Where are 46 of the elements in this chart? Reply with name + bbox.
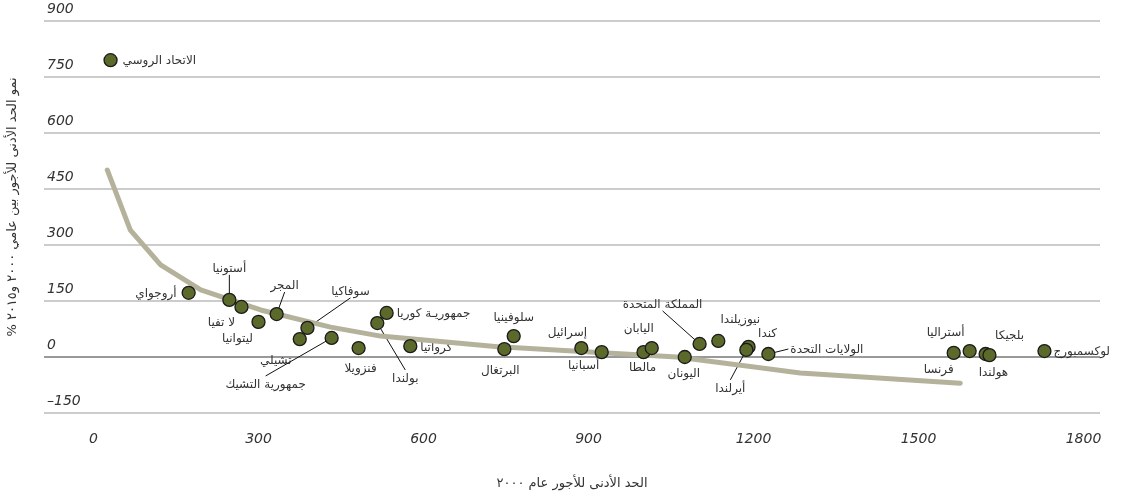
x-axis-title: الحد الأدنى للأجور عام ٢٠٠٠ [496, 474, 648, 491]
annotation: إسرائيل [547, 325, 588, 341]
x-tick-label: 1200 [735, 430, 772, 446]
annotation: ليتوانيا [221, 330, 254, 346]
annotation: لوكسمبورج [1053, 344, 1111, 360]
x-tick-label: 600 [410, 430, 437, 446]
x-tick-label: 900 [575, 430, 602, 446]
x-tick-label: 300 [245, 430, 272, 446]
x-tick-label: 0 [89, 430, 99, 446]
annotation: بولندا [392, 371, 419, 387]
annotation: اليونان [667, 366, 701, 381]
y-tick-label: 900 [47, 0, 74, 16]
annotation: الولايات التحدة [790, 342, 864, 358]
annotation: جمهوريـة كوريا [396, 305, 471, 321]
annotation: مالطا [628, 360, 657, 375]
y-tick-label: 0 [47, 336, 56, 352]
x-tick-label: 1500 [900, 430, 937, 446]
annotation: البرتغال [480, 363, 520, 379]
annotation: فرنسا [923, 361, 954, 377]
annotation: أستونيا [212, 259, 247, 276]
annotation: المجر [269, 278, 299, 294]
annotation: لا تفيا [207, 314, 236, 329]
annotation: أستراليا [926, 324, 965, 341]
y-tick-label: 750 [47, 56, 74, 72]
y-axis-title: نمو الحد الأدنى للأجور بين عامي ٢٠٠٠ و٢٠١٥ % [3, 77, 20, 337]
annotation: أيرلندا [715, 379, 746, 396]
annotation: جمهورية التشيك [225, 376, 306, 392]
annotation: نيوزيلندا [720, 311, 761, 327]
annotation: بلجيكا [995, 328, 1025, 343]
annotation: سلوفينيا [493, 310, 534, 326]
annotation: أسبانيا [568, 357, 600, 373]
annotation: سوفاكيا [331, 283, 370, 299]
annotation: أروجواي [135, 284, 177, 301]
annotation: فنزويلا [344, 361, 377, 377]
annotation: تشيلي [259, 353, 292, 368]
y-tick-label: 300 [47, 224, 74, 240]
annotation: الاتحاد الروسي [122, 53, 197, 69]
annotation: هولندا [978, 365, 1009, 381]
y-tick-label: –150 [47, 392, 81, 408]
y-tick-label: 600 [47, 112, 74, 128]
annotation: اليابان [623, 321, 654, 336]
annotation: كندا [758, 325, 778, 340]
y-tick-label: 150 [47, 280, 74, 296]
x-tick-label: 1800 [1065, 430, 1102, 446]
y-tick-label: 450 [47, 168, 74, 184]
annotation: المملكة المتحدة [622, 296, 703, 311]
